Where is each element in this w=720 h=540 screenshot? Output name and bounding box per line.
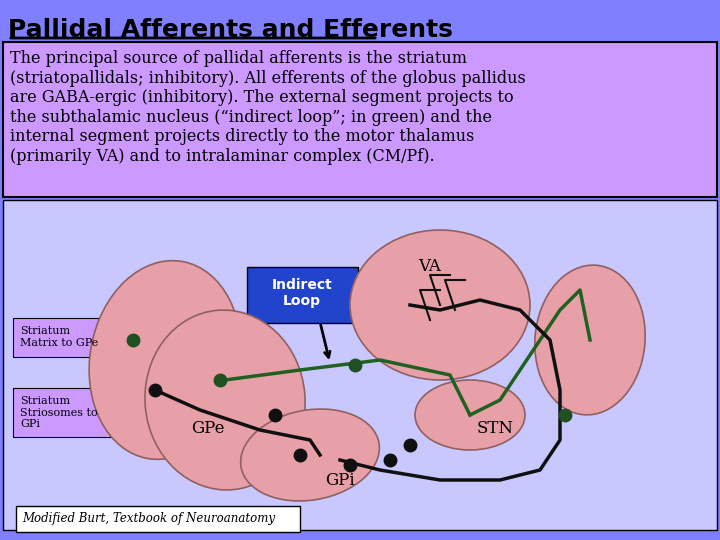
- FancyBboxPatch shape: [16, 506, 300, 532]
- Text: Striatum
Striosomes to
GPi: Striatum Striosomes to GPi: [20, 396, 98, 429]
- Text: GPi: GPi: [325, 472, 355, 489]
- Text: Indirect
Loop: Indirect Loop: [271, 278, 333, 308]
- Ellipse shape: [145, 310, 305, 490]
- FancyBboxPatch shape: [13, 318, 127, 357]
- Text: The principal source of pallidal afferents is the striatum
(striatopallidals; in: The principal source of pallidal afferen…: [10, 50, 526, 165]
- FancyBboxPatch shape: [13, 388, 127, 437]
- Text: Modified Burt, Textbook of Neuroanatomy: Modified Burt, Textbook of Neuroanatomy: [22, 512, 275, 525]
- Ellipse shape: [415, 380, 525, 450]
- Ellipse shape: [240, 409, 379, 501]
- FancyBboxPatch shape: [3, 42, 717, 197]
- Ellipse shape: [89, 261, 241, 460]
- Text: STN: STN: [477, 420, 513, 437]
- Text: GPe: GPe: [192, 420, 225, 437]
- FancyBboxPatch shape: [3, 200, 717, 530]
- Ellipse shape: [535, 265, 645, 415]
- Text: VA: VA: [418, 258, 441, 275]
- FancyBboxPatch shape: [247, 267, 358, 323]
- Ellipse shape: [350, 230, 530, 380]
- Text: Pallidal Afferents and Efferents: Pallidal Afferents and Efferents: [8, 18, 453, 42]
- Text: Striatum
Matrix to GPe: Striatum Matrix to GPe: [20, 326, 98, 348]
